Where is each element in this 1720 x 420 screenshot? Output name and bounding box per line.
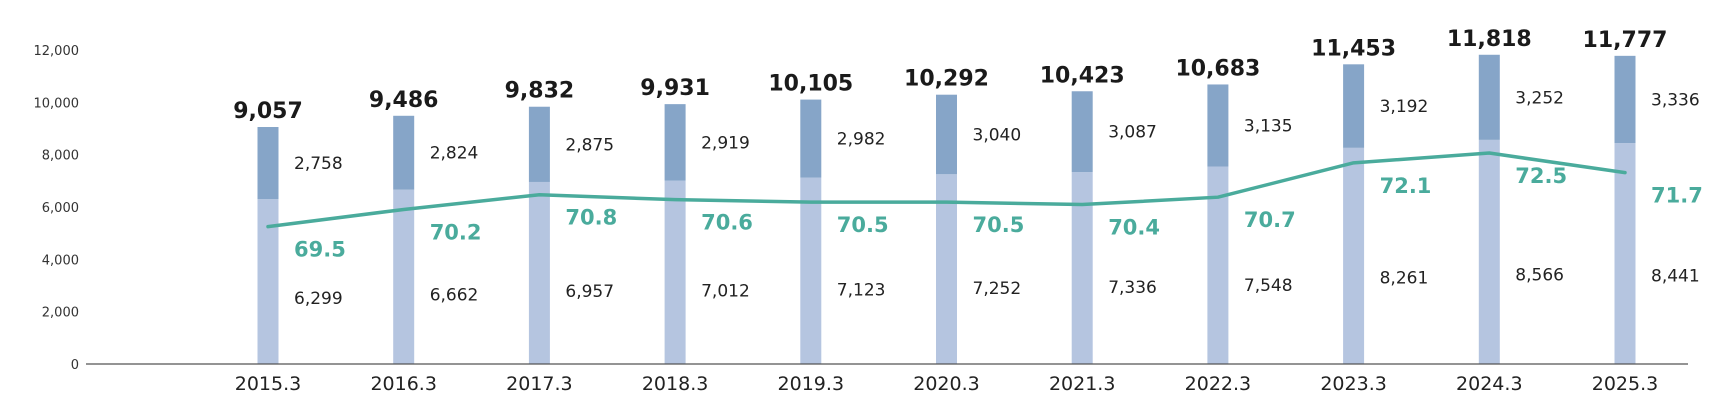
bar-bottom-segment (936, 174, 957, 364)
bottom-segment-label: 6,299 (294, 289, 343, 309)
bottom-segment-label: 7,548 (1244, 276, 1293, 296)
total-label: 9,057 (233, 99, 303, 124)
x-tick-label: 2020.3 (913, 373, 979, 395)
bar-bottom-segment (664, 180, 686, 364)
bar-bottom-segment (393, 189, 415, 364)
total-label: 10,292 (904, 67, 989, 92)
bar-bottom-segment (1207, 166, 1229, 364)
bottom-segment-label: 6,662 (430, 285, 479, 305)
bar-top-segment (1614, 55, 1636, 144)
bar-top-segment (1207, 84, 1229, 167)
total-label: 11,453 (1311, 36, 1396, 61)
total-label: 9,486 (369, 88, 439, 113)
top-segment-label: 2,758 (294, 154, 343, 174)
bars-layer (257, 54, 1636, 364)
ratio-label: 70.2 (430, 220, 482, 244)
x-tick-label: 2021.3 (1049, 373, 1115, 395)
bar-bottom-segment (800, 177, 822, 364)
top-segment-label: 2,919 (701, 133, 750, 153)
total-label: 11,818 (1447, 27, 1532, 52)
bar-bottom-segment (1478, 139, 1500, 364)
bottom-segment-label: 8,441 (1651, 267, 1700, 287)
ratio-label: 70.6 (701, 211, 753, 235)
y-tick-label: 12,000 (34, 44, 80, 59)
y-tick-label: 0 (71, 358, 79, 373)
ratio-label: 71.7 (1651, 184, 1703, 208)
bar-top-segment (257, 127, 279, 200)
x-tick-label: 2023.3 (1320, 373, 1386, 395)
x-tick-label: 2017.3 (506, 373, 572, 395)
bottom-segment-label: 7,252 (973, 279, 1022, 299)
total-label: 11,777 (1583, 28, 1668, 53)
bar-bottom-segment (528, 181, 550, 364)
y-tick-label: 8,000 (42, 149, 79, 164)
y-tick-label: 2,000 (42, 306, 79, 321)
labels-layer: 9,057 2,758 6,299 9,486 2,824 6,662 9,832 2,875… (233, 27, 1703, 309)
total-label: 9,832 (505, 79, 575, 104)
x-tick-label: 2025.3 (1592, 373, 1658, 395)
top-segment-label: 3,336 (1651, 90, 1700, 110)
bar-top-segment (1071, 91, 1093, 173)
bottom-segment-label: 8,566 (1515, 265, 1564, 285)
bar-top-segment (664, 104, 686, 181)
top-segment-label: 3,135 (1244, 116, 1293, 136)
y-tick-label: 10,000 (34, 96, 80, 111)
bar-top-segment (393, 115, 415, 190)
top-segment-label: 3,252 (1515, 88, 1564, 108)
ratio-label: 70.5 (973, 213, 1025, 237)
top-segment-label: 3,040 (973, 125, 1022, 145)
top-segment-label: 2,824 (430, 144, 479, 164)
ratio-label: 70.5 (837, 213, 889, 237)
top-segment-label: 2,982 (837, 130, 886, 150)
bar-top-segment (1343, 64, 1365, 148)
bottom-segment-label: 7,336 (1108, 278, 1157, 298)
bottom-segment-label: 6,957 (565, 282, 614, 302)
total-label: 9,931 (640, 76, 710, 101)
bottom-segment-label: 7,123 (837, 280, 886, 300)
x-tick-label: 2022.3 (1185, 373, 1251, 395)
bottom-segment-label: 8,261 (1380, 269, 1429, 289)
bar-bottom-segment (1343, 147, 1365, 364)
x-axis: 2015.3 2016.3 2017.3 2018.3 2019.3 2020.3 2021… (86, 363, 1688, 395)
x-tick-label: 2015.3 (235, 373, 301, 395)
y-tick-label: 6,000 (42, 201, 79, 216)
total-label: 10,105 (768, 72, 853, 97)
bar-top-segment (936, 94, 957, 175)
x-tick-label: 2019.3 (778, 373, 844, 395)
ratio-label: 70.8 (565, 206, 617, 230)
top-segment-label: 3,192 (1380, 97, 1429, 117)
ratio-label: 69.5 (294, 238, 346, 262)
ratio-label: 72.1 (1380, 174, 1432, 198)
ratio-label: 72.5 (1515, 164, 1567, 188)
bar-bottom-segment (257, 199, 279, 364)
x-tick-label: 2018.3 (642, 373, 708, 395)
y-tick-label: 4,000 (42, 253, 79, 268)
bar-top-segment (1478, 54, 1500, 140)
ratio-label: 70.4 (1108, 216, 1160, 240)
bar-bottom-segment (1614, 143, 1636, 364)
bar-bottom-segment (1071, 172, 1093, 364)
top-segment-label: 3,087 (1108, 123, 1157, 143)
x-tick-label: 2016.3 (370, 373, 436, 395)
ratio-label: 70.7 (1244, 208, 1296, 232)
bottom-segment-label: 7,012 (701, 282, 750, 302)
total-label: 10,683 (1175, 56, 1260, 81)
total-label: 10,423 (1040, 63, 1125, 88)
x-tick-label: 2024.3 (1456, 373, 1522, 395)
line-layer (266, 151, 1627, 229)
top-segment-label: 2,875 (565, 135, 614, 155)
bar-top-segment (528, 106, 550, 182)
ratio-line (266, 151, 1627, 229)
y-axis: 0 2,000 4,000 6,000 8,000 10,000 12,000 (34, 44, 80, 373)
bar-top-segment (800, 99, 822, 178)
